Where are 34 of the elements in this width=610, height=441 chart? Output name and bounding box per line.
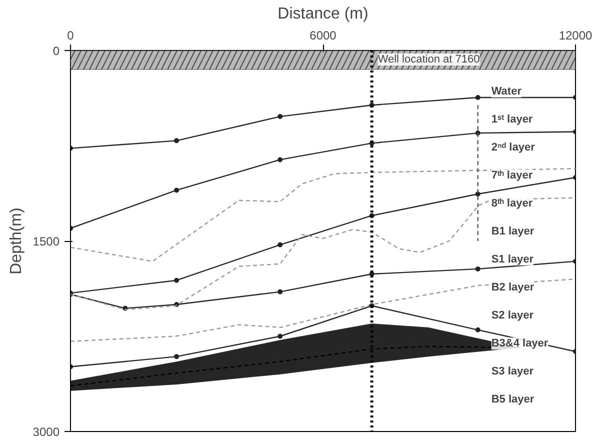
point bbox=[475, 94, 480, 100]
y-axis-title: Depth(m) bbox=[8, 208, 25, 274]
point bbox=[278, 242, 283, 248]
annotation: B1 layer bbox=[491, 226, 535, 238]
annotation: Water bbox=[491, 86, 522, 98]
point bbox=[174, 188, 180, 193]
point bbox=[174, 278, 180, 283]
point bbox=[278, 157, 283, 162]
annotation: S2 layer bbox=[491, 310, 534, 322]
point bbox=[174, 138, 180, 144]
x-axis-title: Distance (m) bbox=[278, 6, 368, 22]
x-tick-label: 0 bbox=[67, 28, 74, 42]
point bbox=[174, 354, 180, 360]
annotation: 1ˢᵗ layer bbox=[491, 114, 534, 126]
point bbox=[475, 327, 480, 332]
point bbox=[475, 266, 480, 272]
point bbox=[475, 192, 480, 197]
x-tick-label: 6000 bbox=[310, 28, 337, 42]
point bbox=[278, 114, 283, 120]
annotation: S1 layer bbox=[491, 254, 534, 266]
annotation: B5 layer bbox=[491, 394, 535, 406]
annotation: B2 layer bbox=[491, 282, 535, 294]
annotation: 2ⁿᵈ layer bbox=[491, 142, 536, 154]
annotation: 7ᵗʰ layer bbox=[491, 170, 534, 182]
point bbox=[278, 289, 283, 294]
annotation: B3&4 layer bbox=[491, 338, 549, 350]
ref-line-label: Well location at 7160 bbox=[378, 54, 480, 66]
annotation: S3 layer bbox=[491, 366, 534, 378]
x-tick-label: 12000 bbox=[558, 28, 593, 42]
annotation: 8ᵗʰ layer bbox=[491, 198, 534, 210]
y-tick-label: 1500 bbox=[32, 234, 60, 248]
point bbox=[278, 334, 283, 339]
y-tick-label: 0 bbox=[52, 44, 60, 58]
y-tick-label: 3000 bbox=[32, 425, 60, 439]
